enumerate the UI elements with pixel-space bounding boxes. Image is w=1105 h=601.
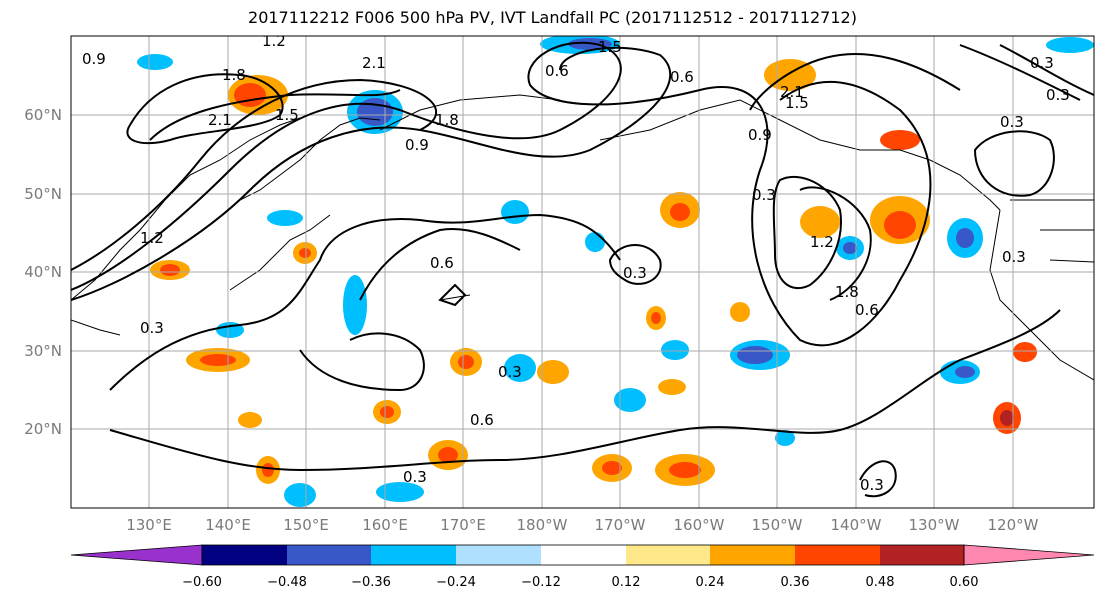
contour-label: 0.9 bbox=[405, 136, 429, 154]
contour-label: 1.8 bbox=[222, 66, 246, 84]
colorbar-tick-label: 0.24 bbox=[696, 575, 725, 590]
colorbar-extend-high bbox=[963, 544, 1095, 566]
colorbar-segment bbox=[541, 545, 626, 565]
colorbar-segment bbox=[710, 545, 795, 565]
colorbar: −0.60 −0.48 −0.36 −0.24 −0.12 0.12 0.24 … bbox=[70, 544, 1095, 590]
pv-contours bbox=[71, 41, 1094, 498]
colorbar-tick-label: 0.48 bbox=[866, 575, 895, 590]
lon-label: 120°W bbox=[988, 516, 1039, 534]
lon-label: 140°E bbox=[205, 516, 251, 534]
map-frame bbox=[70, 35, 1095, 509]
contour-label: 0.3 bbox=[1030, 54, 1054, 72]
colorbar-segment bbox=[202, 545, 287, 565]
colorbar-tick-label: −0.36 bbox=[351, 575, 391, 590]
contour-label: 1.2 bbox=[810, 233, 834, 251]
colorbar-segment bbox=[626, 545, 710, 565]
colorbar-ticks: −0.60 −0.48 −0.36 −0.24 −0.12 0.12 0.24 … bbox=[182, 575, 978, 590]
contour-label: 1.8 bbox=[435, 111, 459, 129]
colorbar-tick-label: 0.36 bbox=[781, 575, 810, 590]
lon-label: 130°W bbox=[909, 516, 960, 534]
map-title: 2017112212 F006 500 hPa PV, IVT Landfall… bbox=[248, 8, 857, 27]
lat-label: 60°N bbox=[24, 106, 62, 124]
lat-label: 30°N bbox=[24, 342, 62, 360]
lon-label: 180°W bbox=[517, 516, 568, 534]
contour-label: 0.9 bbox=[82, 50, 106, 68]
contour-label: 0.9 bbox=[748, 126, 772, 144]
colorbar-tick-label: 0.12 bbox=[612, 575, 641, 590]
contour-label: 0.3 bbox=[623, 264, 647, 282]
contour-label: 1.2 bbox=[262, 32, 286, 50]
map-content: 0.9 1.2 1.8 2.1 2.1 1.5 0.6 1.5 1.8 1.2 … bbox=[71, 32, 1094, 508]
colorbar-tick-label: −0.60 bbox=[182, 575, 222, 590]
lon-label: 160°E bbox=[362, 516, 408, 534]
contour-label: 0.6 bbox=[545, 62, 569, 80]
lat-label: 50°N bbox=[24, 185, 62, 203]
contour-label: 0.3 bbox=[1002, 248, 1026, 266]
colorbar-tick-label: −0.24 bbox=[436, 575, 476, 590]
contour-label: 0.3 bbox=[1046, 86, 1070, 104]
contour-label: 1.5 bbox=[275, 106, 299, 124]
latitude-labels: 60°N 50°N 40°N 30°N 20°N bbox=[24, 106, 62, 438]
longitude-labels: 130°E 140°E 150°E 160°E 170°E 180°W 170°… bbox=[126, 516, 1038, 534]
lon-label: 170°E bbox=[440, 516, 486, 534]
colorbar-segment bbox=[287, 545, 371, 565]
grid-lines bbox=[71, 36, 1094, 508]
lon-label: 150°E bbox=[283, 516, 329, 534]
coastlines bbox=[71, 94, 1094, 381]
lon-label: 130°E bbox=[126, 516, 172, 534]
colorbar-tick-label: −0.12 bbox=[521, 575, 561, 590]
contour-label: 1.8 bbox=[835, 283, 859, 301]
contour-label: 0.3 bbox=[752, 186, 776, 204]
contour-label: 1.5 bbox=[598, 38, 622, 56]
contour-label: 0.3 bbox=[860, 476, 884, 494]
contour-label: 2.1 bbox=[780, 83, 804, 101]
contour-label: 2.1 bbox=[208, 111, 232, 129]
contour-label: 0.6 bbox=[670, 68, 694, 86]
contour-label: 0.6 bbox=[470, 411, 494, 429]
colorbar-extend-low bbox=[70, 544, 203, 566]
colorbar-segment bbox=[795, 545, 880, 565]
lon-label: 150°W bbox=[752, 516, 803, 534]
lon-label: 170°W bbox=[595, 516, 646, 534]
contour-label: 1.5 bbox=[785, 94, 809, 112]
contour-label: 0.3 bbox=[140, 319, 164, 337]
lat-label: 40°N bbox=[24, 263, 62, 281]
lat-label: 20°N bbox=[24, 420, 62, 438]
lon-label: 140°W bbox=[831, 516, 882, 534]
contour-label: 0.6 bbox=[855, 301, 879, 319]
colorbar-segment bbox=[456, 545, 541, 565]
anomaly-shading bbox=[137, 36, 1094, 507]
contour-label: 0.3 bbox=[1000, 113, 1024, 131]
contour-label: 0.3 bbox=[403, 468, 427, 486]
contour-labels: 0.9 1.2 1.8 2.1 2.1 1.5 0.6 1.5 1.8 1.2 … bbox=[82, 32, 1070, 494]
colorbar-tick-label: 0.60 bbox=[950, 575, 979, 590]
contour-label: 0.3 bbox=[498, 363, 522, 381]
colorbar-segment bbox=[371, 545, 456, 565]
colorbar-tick-label: −0.48 bbox=[267, 575, 307, 590]
lon-label: 160°W bbox=[674, 516, 725, 534]
colorbar-outline bbox=[201, 544, 965, 566]
colorbar-segment bbox=[880, 545, 964, 565]
contour-label: 2.1 bbox=[362, 54, 386, 72]
contour-label: 0.6 bbox=[430, 254, 454, 272]
contour-label: 1.2 bbox=[140, 229, 164, 247]
